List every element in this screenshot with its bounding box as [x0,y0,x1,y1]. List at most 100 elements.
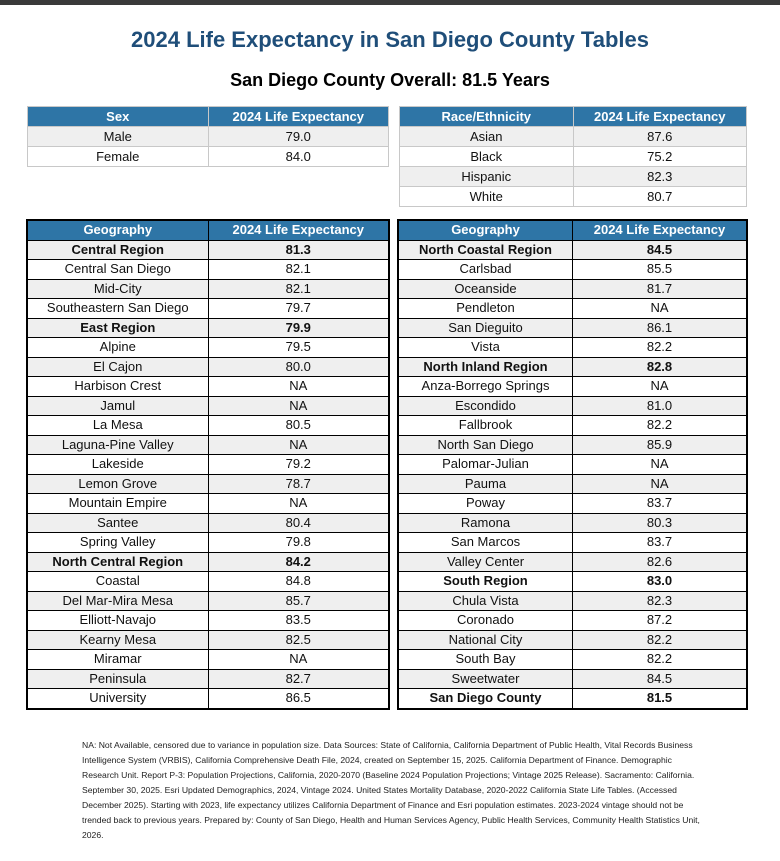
table-row: Valley Center 82.6 [397,551,748,572]
table-row: Female 84.0 [27,146,389,167]
table-row: San Dieguito 86.1 [397,317,748,338]
table-row: Palomar-Julian NA [397,454,748,475]
geography-name: North Coastal Region [397,239,573,260]
geography-name: National City [397,629,573,650]
column-header: 2024 Life Expectancy [207,106,389,127]
life-expectancy-value: 79.2 [207,454,390,475]
life-expectancy-value: 82.5 [207,629,390,650]
life-expectancy-value: 82.1 [207,278,390,299]
geography-name: Oceanside [397,278,573,299]
life-expectancy-value: 87.6 [572,126,747,147]
life-expectancy-value: NA [207,395,390,416]
table-header-row: Geography 2024 Life Expectancy [397,219,748,241]
table-row: National City 82.2 [397,629,748,650]
life-expectancy-value: 79.0 [207,126,389,147]
table-row: Elliott-Navajo 83.5 [26,610,390,631]
life-expectancy-value: 82.1 [207,259,390,280]
column-header: 2024 Life Expectancy [207,219,390,241]
table-row: Peninsula 82.7 [26,668,390,689]
geography-table-right: Geography 2024 Life Expectancy North Coast… [397,219,748,710]
geography-name: Ramona [397,512,573,533]
life-expectancy-value: 83.7 [572,493,748,514]
life-expectancy-value: 84.8 [207,571,390,592]
table-row-region: San Diego County 81.5 [397,688,748,709]
geography-name: Lakeside [26,454,209,475]
page-subtitle: San Diego County Overall: 81.5 Years [230,70,550,90]
table-row-region: North Coastal Region 84.5 [397,239,748,260]
table-row: Southeastern San Diego 79.7 [26,298,390,319]
table-row: El Cajon 80.0 [26,356,390,377]
life-expectancy-value: NA [207,649,390,670]
table-row-region: Central Region 81.3 [26,239,390,260]
geography-name: Mid-City [26,278,209,299]
life-expectancy-value: NA [207,434,390,455]
column-header: Sex [27,106,209,127]
table-row: Mountain Empire NA [26,493,390,514]
life-expectancy-value: 86.5 [207,688,390,709]
life-expectancy-value: 84.5 [572,668,748,689]
table-row: Vista 82.2 [397,337,748,358]
geography-name: Valley Center [397,551,573,572]
geography-name: Peninsula [26,668,209,689]
life-expectancy-value: 85.7 [207,590,390,611]
table-header-row: Race/Ethnicity 2024 Life Expectancy [399,106,747,127]
table-row: Spring Valley 79.8 [26,532,390,553]
table-row: Oceanside 81.7 [397,278,748,299]
table-row: Santee 80.4 [26,512,390,533]
life-expectancy-value: 85.5 [572,259,748,280]
life-expectancy-value: 78.7 [207,473,390,494]
table-header-row: Sex 2024 Life Expectancy [27,106,389,127]
table-row: South Bay 82.2 [397,649,748,670]
life-expectancy-value: 82.2 [572,629,748,650]
table-row: Carlsbad 85.5 [397,259,748,280]
table-row: Miramar NA [26,649,390,670]
life-expectancy-value: NA [572,473,748,494]
geography-name: Jamul [26,395,209,416]
geography-name: Pauma [397,473,573,494]
life-expectancy-value: 81.3 [207,239,390,260]
table-row: Male 79.0 [27,126,389,147]
life-expectancy-value: 81.5 [572,688,748,709]
geography-name: East Region [26,317,209,338]
geography-name: North San Diego [397,434,573,455]
geography-name: Poway [397,493,573,514]
table-row: La Mesa 80.5 [26,415,390,436]
table-row: Hispanic 82.3 [399,166,747,187]
life-expectancy-value: 83.7 [572,532,748,553]
footnote-sources: NA: Not Available, censored due to varia… [82,740,700,840]
life-expectancy-value: 79.9 [207,317,390,338]
life-expectancy-value: 82.2 [572,649,748,670]
table-row: Sweetwater 84.5 [397,668,748,689]
geography-name: Laguna-Pine Valley [26,434,209,455]
category-name: Black [399,146,574,167]
geography-name: Spring Valley [26,532,209,553]
geography-name: Del Mar-Mira Mesa [26,590,209,611]
geography-name: San Dieguito [397,317,573,338]
category-name: Hispanic [399,166,574,187]
table-row: Del Mar-Mira Mesa 85.7 [26,590,390,611]
table-row: San Marcos 83.7 [397,532,748,553]
life-expectancy-value: 82.7 [207,668,390,689]
life-expectancy-value: 80.7 [572,186,747,207]
table-row: Escondido 81.0 [397,395,748,416]
life-expectancy-value: 80.3 [572,512,748,533]
geography-name: El Cajon [26,356,209,377]
geography-name: South Region [397,571,573,592]
life-expectancy-value: 83.0 [572,571,748,592]
table-row: Fallbrook 82.2 [397,415,748,436]
geography-name: Escondido [397,395,573,416]
life-expectancy-value: 83.5 [207,610,390,631]
category-name: White [399,186,574,207]
window-top-bar [0,0,780,5]
geography-name: Pendleton [397,298,573,319]
geography-name: Fallbrook [397,415,573,436]
geography-name: Miramar [26,649,209,670]
life-expectancy-value: 81.0 [572,395,748,416]
table-row: Alpine 79.5 [26,337,390,358]
geography-name: La Mesa [26,415,209,436]
geography-name: Lemon Grove [26,473,209,494]
life-expectancy-value: 86.1 [572,317,748,338]
life-expectancy-value: 84.5 [572,239,748,260]
life-expectancy-value: NA [207,376,390,397]
geography-name: San Marcos [397,532,573,553]
